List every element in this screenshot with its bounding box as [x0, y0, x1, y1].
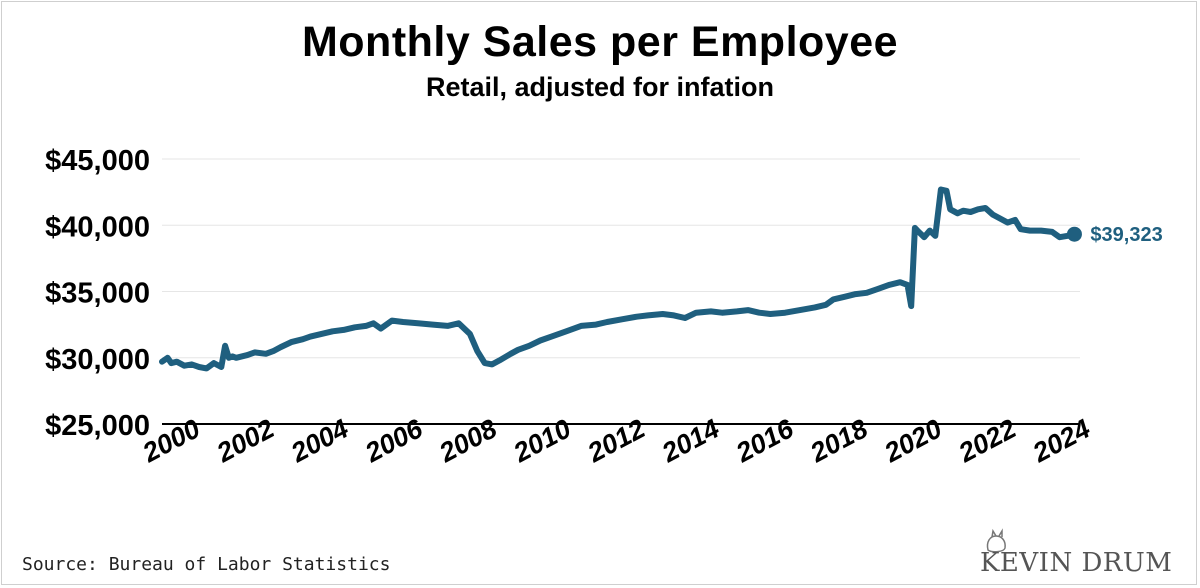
x-tick-label: 2004	[285, 413, 353, 468]
y-tick-label: $25,000	[45, 410, 150, 442]
y-tick-label: $35,000	[45, 278, 150, 310]
cat-logo-icon	[986, 528, 1006, 553]
end-point-label: $39,323	[1090, 224, 1162, 246]
x-tick-label: 2022	[953, 413, 1021, 468]
x-tick-label: 2020	[879, 413, 947, 468]
x-tick-label: 2024	[1027, 413, 1095, 468]
gridlines	[162, 158, 1080, 425]
x-tick-label: 2016	[730, 413, 799, 469]
x-tick-label: 2010	[508, 413, 576, 468]
x-tick-label: 2002	[211, 413, 279, 468]
series-line	[159, 186, 1078, 372]
end-marker: $39,323	[1066, 224, 1163, 246]
chart-subtitle: Retail, adjusted for infation	[425, 72, 775, 102]
series-lines	[159, 186, 1078, 372]
brand-logo: KEVIN DRUM	[980, 548, 1173, 578]
y-tick-label: $45,000	[45, 145, 150, 177]
end-point-marker	[1066, 226, 1082, 242]
source-note: Source: Bureau of Labor Statistics	[22, 554, 391, 575]
y-axis-ticks: $25,000 $30,000 $35,000 $40,000 $45,000	[45, 145, 150, 442]
x-tick-label: 2012	[582, 413, 650, 468]
x-tick-label: 2008	[434, 413, 502, 468]
x-tick-label: 2006	[359, 413, 428, 469]
y-tick-label: $40,000	[45, 211, 150, 243]
chart-title: Monthly Sales per Employee	[301, 18, 899, 66]
x-axis-ticks: 2000 2002 2004 2006 2008 2010 2012 2014 2016 2018…	[137, 413, 1095, 469]
x-tick-label: 2018	[805, 413, 873, 468]
y-tick-label: $30,000	[45, 344, 150, 376]
x-tick-label: 2014	[656, 413, 724, 468]
